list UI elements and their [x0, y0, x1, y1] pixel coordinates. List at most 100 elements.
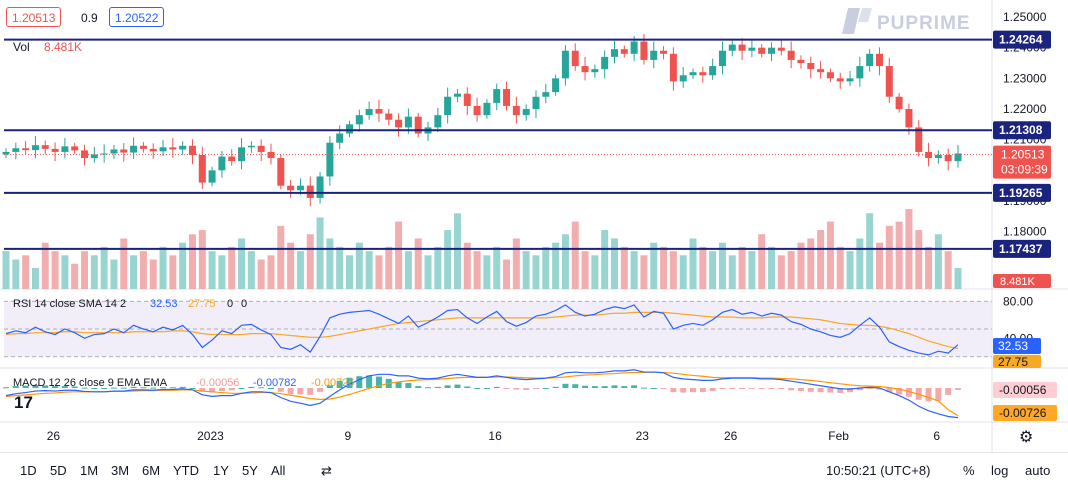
macd-histogram-bar — [591, 386, 598, 388]
macd-histogram-bar — [434, 386, 441, 388]
macd-histogram-bar — [955, 388, 961, 390]
candle — [738, 38, 746, 60]
volume-bar — [188, 234, 196, 289]
candle-body — [532, 96, 540, 109]
candle-body — [316, 176, 324, 198]
chart-area[interactable]: 1.250001.240001.230001.220001.210001.200… — [0, 0, 1068, 452]
candle-body — [463, 93, 471, 106]
candle-body — [601, 56, 609, 70]
tradingview-logo-icon[interactable]: 17 — [14, 393, 33, 412]
candle — [355, 109, 363, 132]
range-button-3m[interactable]: 3M — [111, 463, 130, 478]
range-button-5d[interactable]: 5D — [50, 463, 67, 478]
candle — [81, 144, 89, 166]
macd-histogram-bar — [896, 388, 903, 395]
volume-bar — [944, 251, 952, 289]
range-button-6m[interactable]: 6M — [142, 463, 161, 478]
price-tick-label: 1.22000 — [1003, 102, 1047, 116]
macd-hist-tag-bg — [993, 382, 1057, 398]
macd-legend-hist: -0.00056 — [196, 377, 240, 389]
candle — [130, 137, 138, 159]
volume-bar — [61, 255, 69, 289]
volume-bar — [434, 246, 442, 289]
candle — [120, 143, 128, 162]
macd-histogram-bar — [886, 388, 893, 393]
range-button-5y[interactable]: 5Y — [242, 463, 258, 478]
volume-bar — [522, 251, 530, 289]
macd-histogram-bar — [905, 388, 912, 397]
auto-toggle[interactable]: auto — [1025, 463, 1051, 478]
candle-body — [934, 155, 942, 159]
volume-bar — [777, 255, 785, 289]
volume-bar — [807, 238, 815, 289]
macd-histogram-bar — [307, 388, 314, 395]
volume-bar — [503, 259, 511, 289]
ask-price-pill[interactable]: 1.20522 — [109, 7, 165, 27]
macd-histogram-bar — [847, 388, 854, 393]
volume-bar — [797, 242, 805, 289]
range-button-ytd[interactable]: YTD — [173, 463, 199, 478]
candle — [12, 142, 20, 160]
volume-bar — [247, 251, 255, 289]
bid-price-pill[interactable]: 1.20513 — [6, 7, 62, 27]
volume-bar — [326, 238, 334, 289]
range-button-all[interactable]: All — [271, 463, 286, 478]
range-button-1y[interactable]: 1Y — [213, 463, 229, 478]
candle-body — [718, 50, 726, 67]
volume-bar — [130, 255, 138, 289]
candle — [748, 39, 756, 58]
volume-bar — [12, 259, 20, 289]
candle — [817, 60, 825, 79]
candle — [22, 140, 30, 155]
macd-histogram-bar — [61, 386, 68, 388]
candle-body — [208, 170, 216, 183]
clock-time[interactable]: 10:50:21 (UTC+8) — [826, 463, 931, 478]
volume-bar — [218, 255, 226, 289]
candle-body — [198, 155, 206, 183]
candle-body — [336, 133, 344, 143]
macd-histogram-bar — [218, 388, 225, 392]
candle — [552, 74, 560, 96]
macd-histogram-bar — [258, 387, 265, 389]
candle-body — [503, 89, 511, 106]
date-tick-label: 9 — [345, 429, 352, 443]
macd-histogram-bar — [101, 388, 108, 389]
candle-body — [630, 41, 638, 54]
volume-bar — [826, 221, 834, 289]
candle — [483, 99, 491, 119]
range-button-1d[interactable]: 1D — [20, 463, 37, 478]
macd-histogram-bar — [601, 386, 608, 388]
rsi-legend-label: RSI 14 close SMA 14 2 — [13, 298, 127, 310]
compare-ranges-icon[interactable]: ⇄ — [321, 463, 332, 478]
candle-body — [787, 50, 795, 60]
candle — [944, 148, 952, 171]
candle — [895, 93, 903, 113]
volume-bar — [669, 251, 677, 289]
percent-toggle[interactable]: % — [963, 463, 975, 478]
macd-histogram-bar — [532, 388, 539, 389]
volume-bar — [787, 251, 795, 289]
volume-bar — [601, 230, 609, 289]
date-tick-label: 2023 — [197, 429, 224, 443]
candle-body — [120, 149, 128, 153]
volume-bar — [689, 238, 697, 289]
macd-histogram-bar — [464, 386, 471, 388]
volume-bar — [728, 255, 736, 289]
price-tick-label: 1.23000 — [1003, 71, 1047, 85]
settings-gear-icon[interactable]: ⚙ — [1019, 429, 1034, 446]
level-tag-bg — [993, 239, 1051, 258]
candle — [228, 149, 236, 166]
candle — [51, 142, 59, 162]
macd-histogram-bar — [248, 386, 255, 388]
candle — [512, 96, 520, 124]
volume-bar — [709, 251, 717, 289]
candle-body — [620, 49, 628, 54]
log-toggle[interactable]: log — [991, 463, 1009, 478]
volume-bar — [630, 251, 638, 289]
range-button-1m[interactable]: 1M — [80, 463, 99, 478]
volume-bar — [660, 246, 668, 289]
candle-body — [22, 148, 30, 151]
volume-bar — [149, 259, 157, 289]
macd-histogram-bar — [336, 380, 343, 388]
candle — [453, 89, 461, 103]
